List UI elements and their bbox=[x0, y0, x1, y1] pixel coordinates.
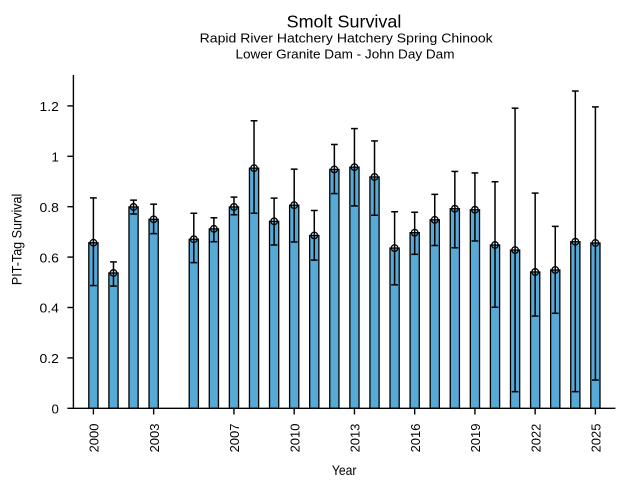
svg-text:0.8: 0.8 bbox=[40, 200, 59, 215]
svg-text:2016: 2016 bbox=[408, 424, 423, 453]
svg-text:2019: 2019 bbox=[468, 424, 483, 453]
svg-text:2022: 2022 bbox=[528, 424, 543, 453]
svg-text:2007: 2007 bbox=[227, 424, 242, 453]
svg-text:1: 1 bbox=[51, 150, 58, 165]
svg-text:0.4: 0.4 bbox=[40, 301, 59, 316]
svg-text:0.6: 0.6 bbox=[40, 250, 59, 265]
svg-text:Smolt Survival: Smolt Survival bbox=[287, 12, 402, 32]
svg-text:2010: 2010 bbox=[287, 424, 302, 453]
svg-text:Lower Granite Dam - John Day D: Lower Granite Dam - John Day Dam bbox=[236, 46, 455, 61]
svg-text:2000: 2000 bbox=[87, 424, 102, 453]
svg-text:2025: 2025 bbox=[589, 424, 604, 453]
svg-text:2003: 2003 bbox=[147, 424, 162, 453]
svg-text:0.2: 0.2 bbox=[40, 351, 59, 366]
svg-text:1.2: 1.2 bbox=[40, 99, 59, 114]
svg-text:PIT-Tag Survival: PIT-Tag Survival bbox=[10, 194, 25, 285]
svg-text:2013: 2013 bbox=[348, 424, 363, 453]
svg-text:0: 0 bbox=[51, 402, 58, 417]
svg-text:Rapid River Hatchery Hatchery: Rapid River Hatchery Hatchery Spring Chi… bbox=[200, 31, 494, 46]
svg-text:Year: Year bbox=[332, 463, 357, 478]
